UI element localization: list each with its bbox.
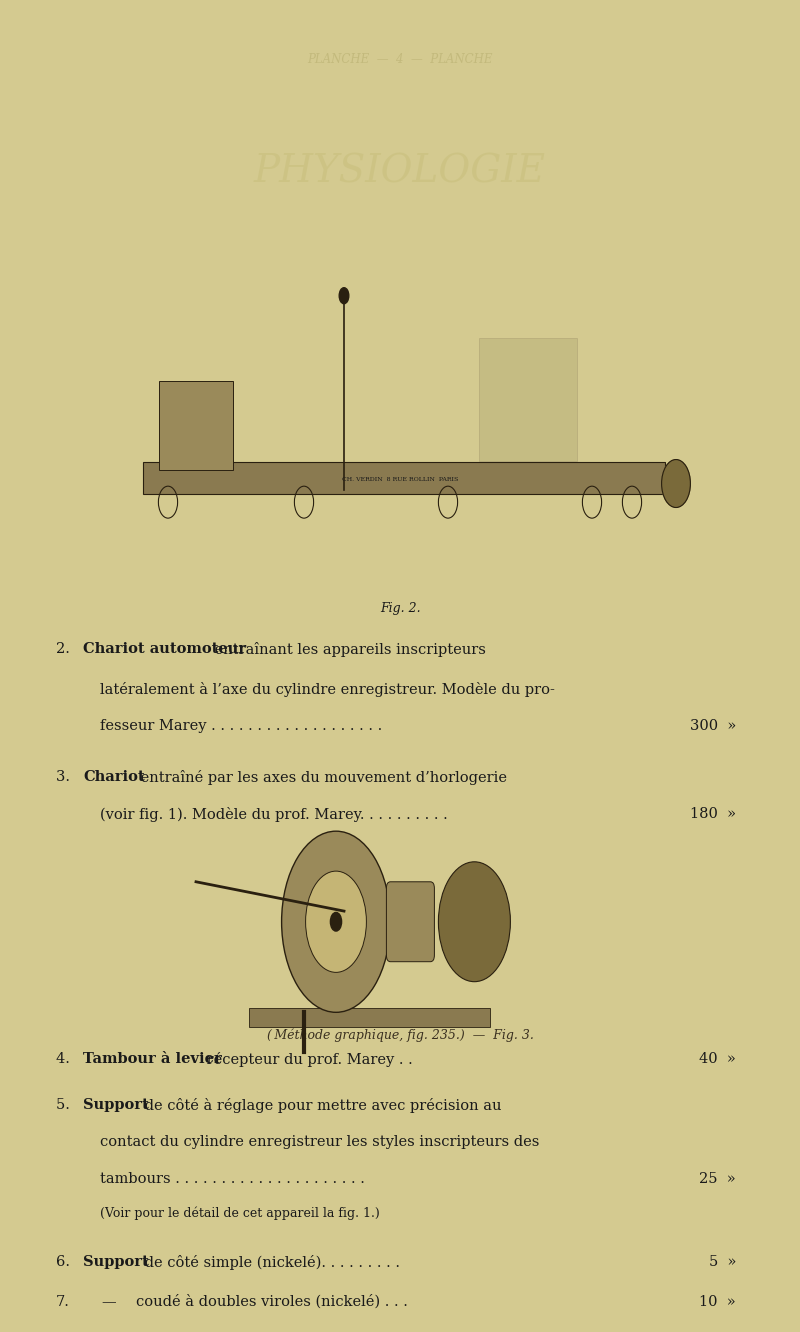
Text: Chariot automoteur: Chariot automoteur bbox=[83, 642, 246, 657]
Text: 10  »: 10 » bbox=[699, 1295, 736, 1309]
Text: Support: Support bbox=[83, 1255, 149, 1269]
Text: PLANCHE  —  4  —  PLANCHE: PLANCHE — 4 — PLANCHE bbox=[307, 53, 493, 67]
FancyBboxPatch shape bbox=[143, 462, 665, 494]
Circle shape bbox=[438, 862, 510, 982]
Text: entraîné par les axes du mouvement d’horlogerie: entraîné par les axes du mouvement d’hor… bbox=[136, 770, 507, 785]
Text: 180  »: 180 » bbox=[690, 807, 736, 822]
Text: PHYSIOLOGIE: PHYSIOLOGIE bbox=[254, 153, 546, 190]
Circle shape bbox=[339, 288, 349, 304]
Text: CH. VERDIN  8 RUE ROLLIN  PARIS: CH. VERDIN 8 RUE ROLLIN PARIS bbox=[342, 477, 458, 482]
Circle shape bbox=[282, 831, 390, 1012]
Text: de côté simple (nickelé). . . . . . . . .: de côté simple (nickelé). . . . . . . . … bbox=[140, 1255, 400, 1269]
Text: Support: Support bbox=[83, 1098, 149, 1112]
Text: 5  »: 5 » bbox=[709, 1255, 736, 1269]
Circle shape bbox=[330, 912, 342, 931]
Text: 2.: 2. bbox=[56, 642, 74, 657]
Text: —: — bbox=[102, 1295, 116, 1309]
Text: entraînant les appareils inscripteurs: entraînant les appareils inscripteurs bbox=[210, 642, 486, 657]
Circle shape bbox=[662, 460, 690, 507]
Text: 6.: 6. bbox=[56, 1255, 74, 1269]
FancyBboxPatch shape bbox=[159, 381, 233, 470]
FancyBboxPatch shape bbox=[386, 882, 434, 962]
Text: 25  »: 25 » bbox=[699, 1172, 736, 1187]
Text: (voir fig. 1). Modèle du prof. Marey. . . . . . . . . .: (voir fig. 1). Modèle du prof. Marey. . … bbox=[100, 807, 448, 822]
Text: contact du cylindre enregistreur les styles inscripteurs des: contact du cylindre enregistreur les sty… bbox=[100, 1135, 539, 1150]
Text: 300  »: 300 » bbox=[690, 719, 736, 734]
Text: latéralement à l’axe du cylindre enregistreur. Modèle du pro-: latéralement à l’axe du cylindre enregis… bbox=[100, 682, 555, 697]
FancyBboxPatch shape bbox=[249, 1008, 490, 1027]
Text: 3.: 3. bbox=[56, 770, 74, 785]
Text: de côté à réglage pour mettre avec précision au: de côté à réglage pour mettre avec préci… bbox=[140, 1098, 502, 1112]
Text: 5.: 5. bbox=[56, 1098, 74, 1112]
Text: Fig. 2.: Fig. 2. bbox=[380, 602, 420, 615]
Circle shape bbox=[306, 871, 366, 972]
Text: 40  »: 40 » bbox=[699, 1052, 736, 1067]
Text: Tambour à levier: Tambour à levier bbox=[83, 1052, 222, 1067]
Text: coudé à doubles viroles (nickelé) . . .: coudé à doubles viroles (nickelé) . . . bbox=[136, 1295, 408, 1309]
FancyBboxPatch shape bbox=[479, 338, 577, 461]
Text: récepteur du prof. Marey . .: récepteur du prof. Marey . . bbox=[202, 1052, 412, 1067]
Text: 4.: 4. bbox=[56, 1052, 74, 1067]
Text: tambours . . . . . . . . . . . . . . . . . . . . .: tambours . . . . . . . . . . . . . . . .… bbox=[100, 1172, 365, 1187]
Text: fesseur Marey . . . . . . . . . . . . . . . . . . .: fesseur Marey . . . . . . . . . . . . . … bbox=[100, 719, 382, 734]
Text: Chariot: Chariot bbox=[83, 770, 145, 785]
Text: (Voir pour le détail de cet appareil la fig. 1.): (Voir pour le détail de cet appareil la … bbox=[100, 1207, 380, 1220]
Text: ( Méthode graphique, fig. 235.)  —  Fig. 3.: ( Méthode graphique, fig. 235.) — Fig. 3… bbox=[266, 1028, 534, 1042]
Text: 7.: 7. bbox=[56, 1295, 70, 1309]
